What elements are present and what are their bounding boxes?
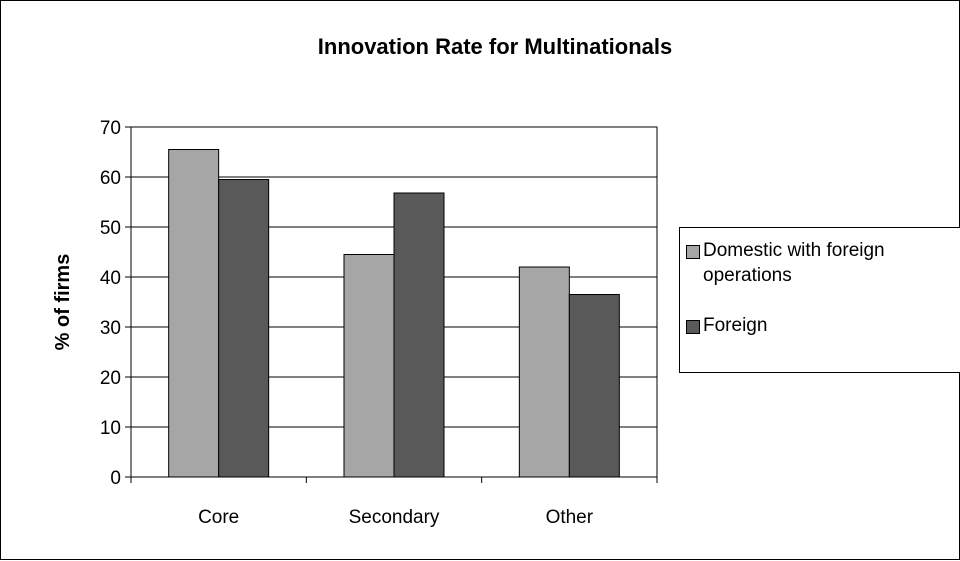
- plot-area: 0 10 20 30 40 50 60 70 Core Secondary Other: [100, 118, 658, 528]
- legend-swatch-domestic: [686, 245, 700, 259]
- x-tick-label: Other: [546, 507, 594, 528]
- y-tick-label: 60: [100, 168, 121, 189]
- legend: Domestic with foreign operations Foreign: [679, 227, 960, 373]
- bar-secondary-domestic: [343, 254, 395, 478]
- y-tick-label: 40: [100, 268, 121, 289]
- bar-other-domestic: [518, 266, 570, 478]
- y-tick-label: 70: [100, 118, 121, 139]
- bar-other-foreign: [568, 294, 620, 478]
- y-tick-label: 50: [100, 218, 121, 239]
- legend-item-domestic: Domestic with foreign operations: [686, 238, 960, 288]
- chart-title: Innovation Rate for Multinationals: [318, 34, 672, 59]
- y-tick-label: 0: [110, 468, 121, 489]
- legend-label-domestic: Domestic with foreign operations: [703, 240, 885, 286]
- bar-core-domestic: [168, 149, 220, 478]
- x-tick-label: Core: [198, 507, 239, 528]
- y-tick-label: 30: [100, 318, 121, 339]
- legend-item-foreign: Foreign: [686, 313, 960, 338]
- legend-label-foreign: Foreign: [703, 315, 768, 336]
- bar-secondary-foreign: [393, 192, 445, 478]
- y-tick-label: 20: [100, 368, 121, 389]
- legend-swatch-foreign: [686, 320, 700, 334]
- y-tick-label: 10: [100, 418, 121, 439]
- y-axis-label: % of firms: [52, 254, 74, 351]
- bar-core-foreign: [218, 179, 270, 478]
- x-tick-label: Secondary: [349, 507, 440, 528]
